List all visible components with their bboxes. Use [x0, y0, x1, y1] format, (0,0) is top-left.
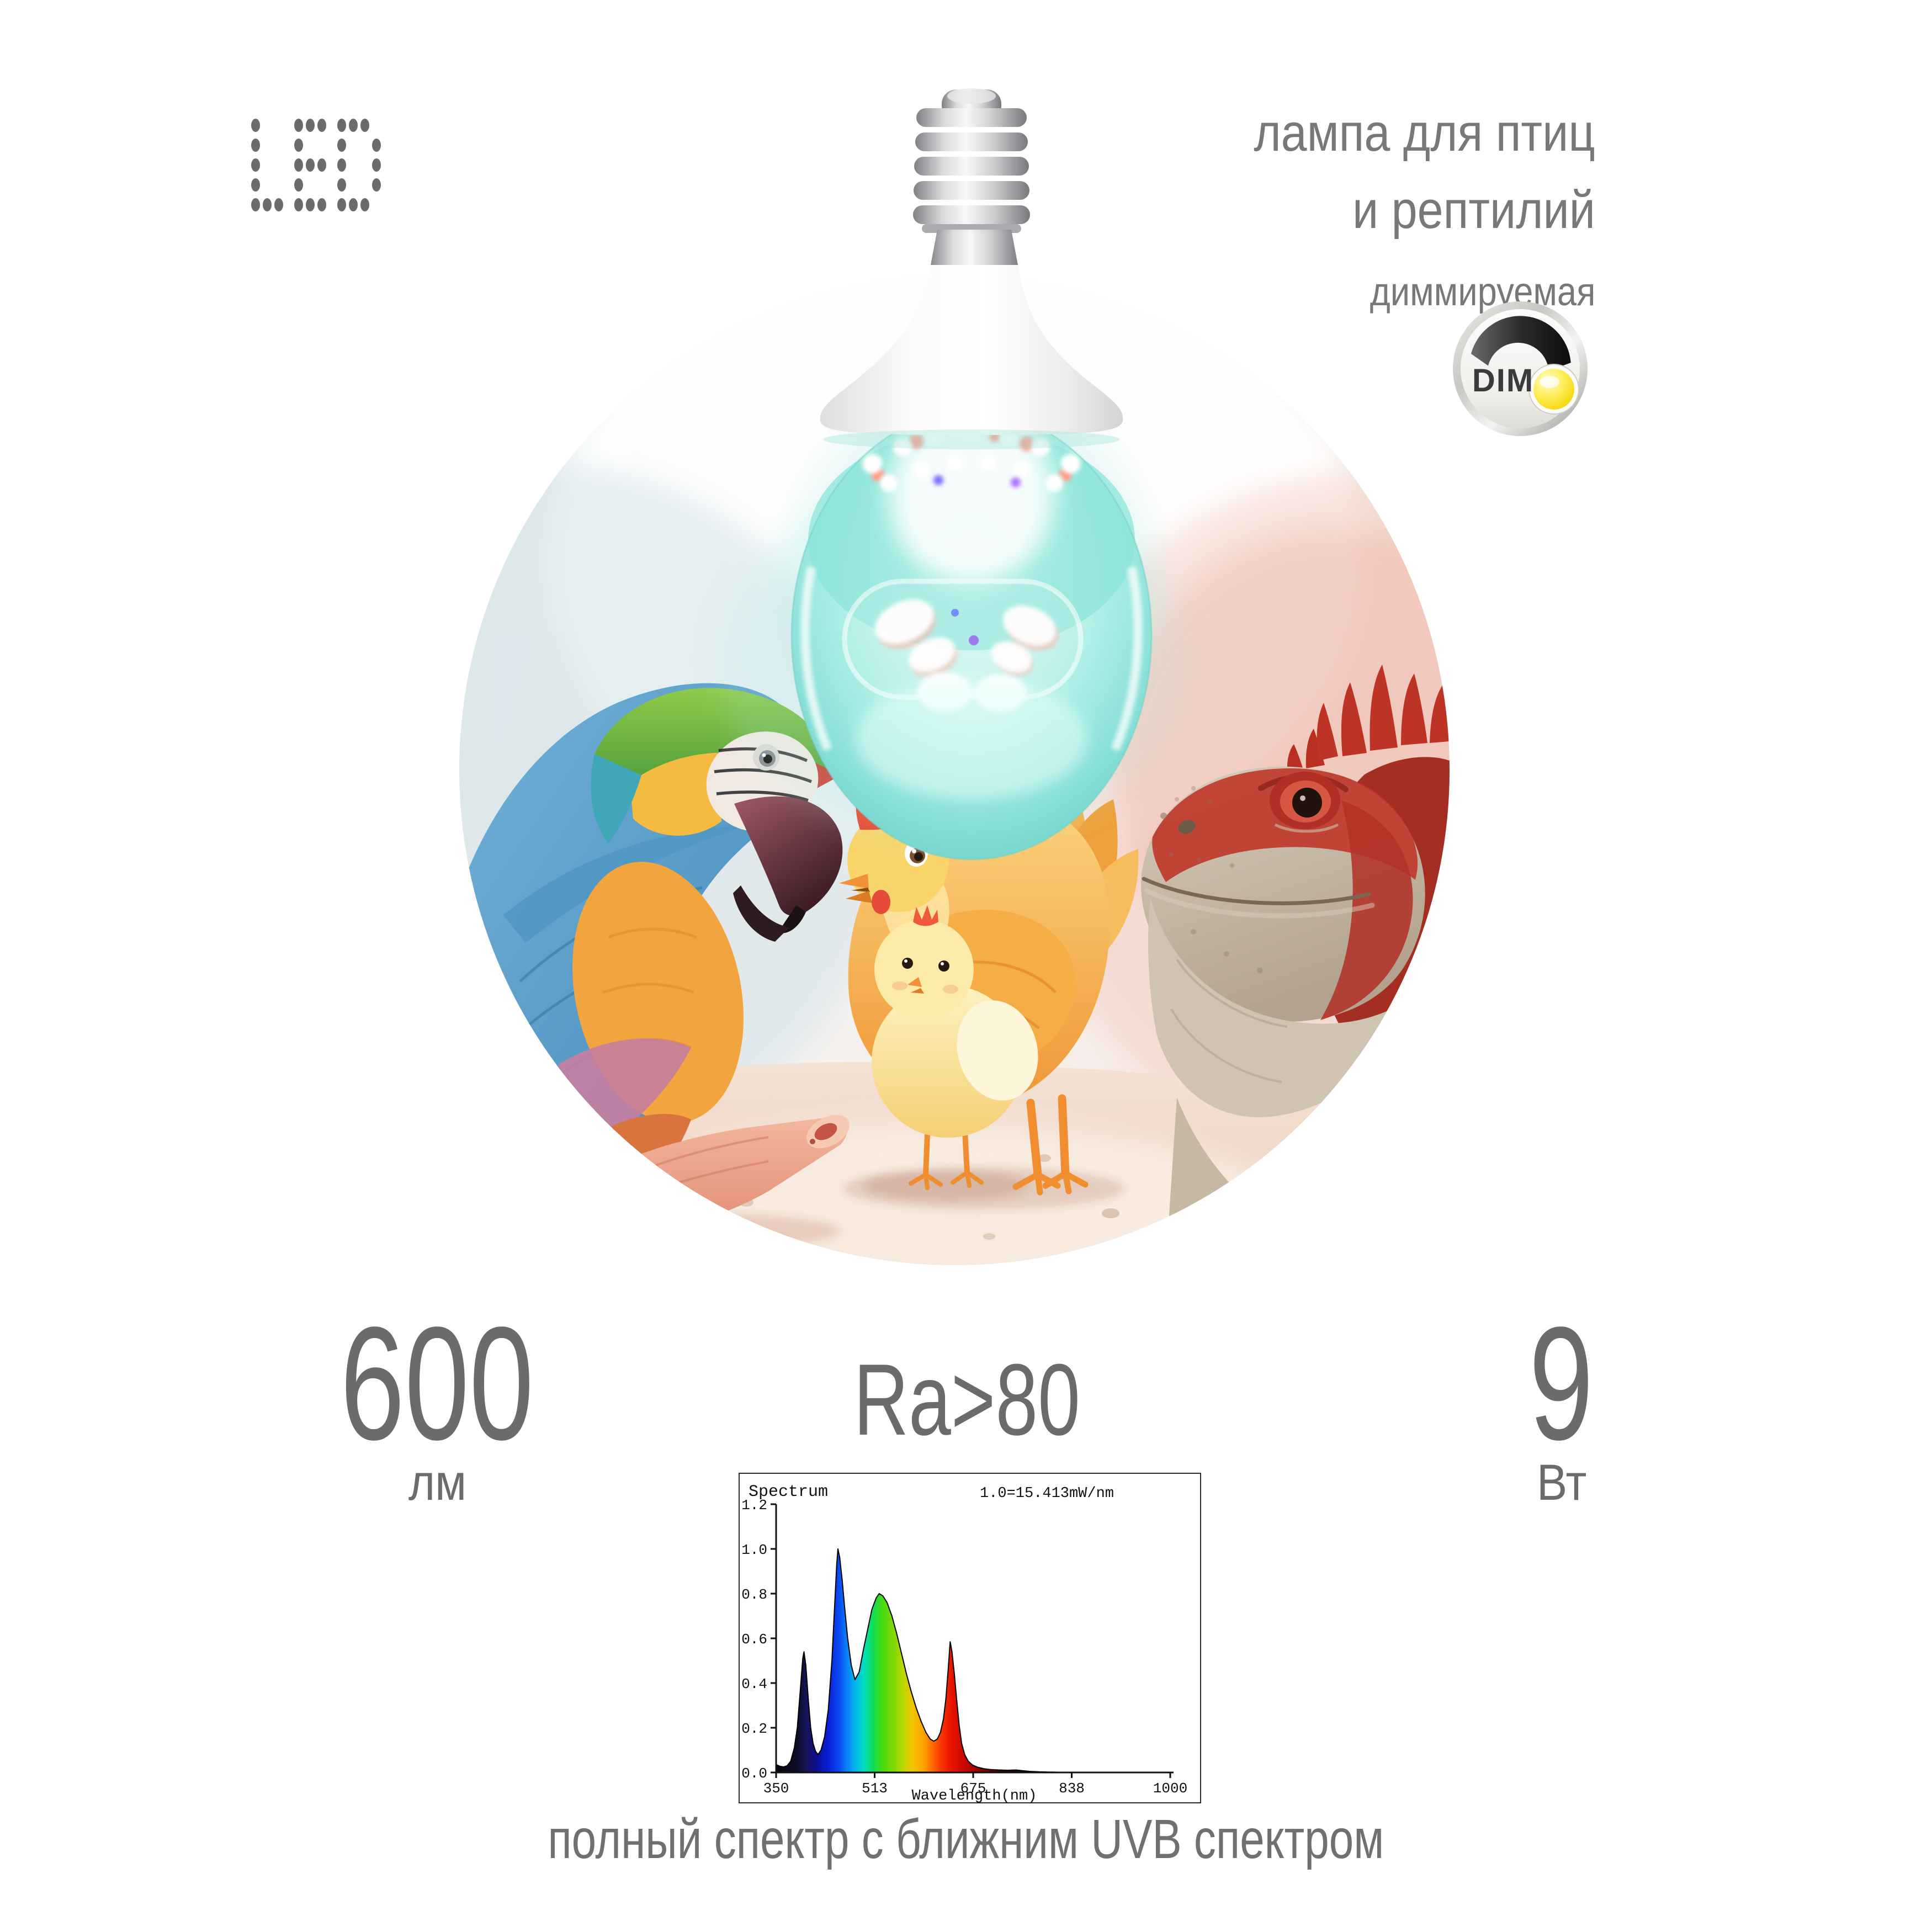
logo-dot [360, 198, 369, 211]
logo-dot [337, 198, 346, 211]
dim-indicator-dot [1533, 369, 1574, 410]
logo-dot [372, 178, 381, 192]
cri-value: Ra>80 [853, 1342, 1081, 1456]
svg-text:838: 838 [1059, 1780, 1085, 1797]
chick [872, 905, 1038, 1190]
svg-text:0.6: 0.6 [741, 1631, 767, 1648]
logo-dot [251, 119, 260, 132]
dimmer-arc [1471, 316, 1571, 371]
logo-dot [294, 178, 303, 192]
chart-plot: 0.0 0.2 0.4 0.6 0.8 1.0 1.2 350 513 675 838 1000 [741, 1497, 1187, 1797]
title-line-3: диммируемая [1370, 270, 1595, 314]
svg-text:0.4: 0.4 [741, 1676, 767, 1692]
logo-dot [263, 198, 272, 211]
lumens-value: 600 [340, 1293, 534, 1473]
logo-dot [274, 198, 283, 211]
chart-scale-note: 1.0=15.413mW/nm [980, 1485, 1114, 1502]
watts-unit: Вт [1536, 1455, 1587, 1511]
led-bulb-illustration [790, 88, 1153, 861]
bulb-screw-base [913, 88, 1030, 265]
svg-text:1000: 1000 [1153, 1780, 1187, 1797]
logo-dot [317, 158, 326, 172]
logo-dot [306, 158, 315, 172]
led-logo [251, 119, 395, 213]
logo-dot [306, 198, 315, 211]
svg-text:350: 350 [763, 1780, 789, 1797]
watts-value: 9 [1528, 1293, 1594, 1473]
lumens-unit: лм [408, 1455, 466, 1511]
logo-dot [349, 198, 358, 211]
spectrum-chart-svg: Spectrum 1.0=15.413mW/nm 0.0 0.2 0.4 0.6 0.8… [739, 1473, 1201, 1804]
chart-frame [739, 1473, 1201, 1803]
logo-dot [294, 198, 303, 211]
logo-dot [372, 139, 381, 152]
chart-x-axis-label: Wavelength(nm) [912, 1788, 1037, 1803]
caption: полный спектр с ближним UVB спектром [548, 1808, 1384, 1870]
logo-dot [337, 178, 346, 192]
bulb-neck [820, 264, 1123, 435]
dim-dial-icon: DIM [1453, 301, 1588, 436]
logo-dot [294, 139, 303, 152]
logo-dot [372, 158, 381, 172]
glass-reflections [800, 566, 1143, 799]
title-line-1: лампа для птиц [1254, 103, 1595, 162]
spectrum-chart: Spectrum 1.0=15.413mW/nm 0.0 0.2 0.4 0.6 0.8… [739, 1473, 1201, 1804]
svg-text:675: 675 [960, 1780, 986, 1797]
logo-dot [251, 139, 260, 152]
logo-dot [251, 178, 260, 192]
logo-dot [294, 158, 303, 172]
led-bulb [789, 82, 1154, 866]
dim-badge-label: DIM [1472, 363, 1534, 399]
dimmable-badge: DIM [1451, 300, 1590, 438]
chart-title: Spectrum [749, 1483, 828, 1501]
logo-dot [306, 119, 315, 132]
svg-text:0.2: 0.2 [741, 1721, 767, 1737]
svg-text:0.8: 0.8 [741, 1586, 767, 1603]
logo-dot [294, 119, 303, 132]
logo-dot [337, 139, 346, 152]
svg-text:0.0: 0.0 [741, 1765, 767, 1782]
logo-dot [337, 158, 346, 172]
logo-dot [251, 158, 260, 172]
logo-dot [317, 198, 326, 211]
logo-dot [337, 119, 346, 132]
logo-dot [349, 119, 358, 132]
logo-dot [360, 119, 369, 132]
svg-text:1.0: 1.0 [741, 1542, 767, 1558]
product-title: лампа для птиц и рептилий диммируемая [1207, 107, 1595, 312]
svg-text:513: 513 [862, 1780, 888, 1797]
title-line-2: и рептилий [1352, 181, 1595, 240]
logo-dot [251, 198, 260, 211]
svg-text:1.2: 1.2 [741, 1497, 767, 1514]
logo-dot [317, 119, 326, 132]
